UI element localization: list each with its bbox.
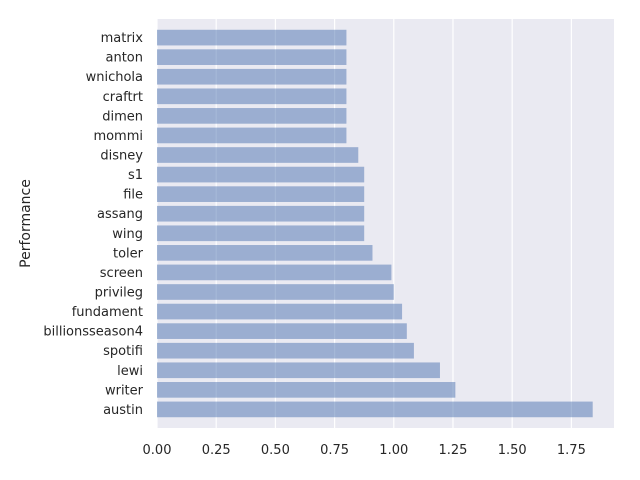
bar-austin [157,401,593,418]
bar-wing [157,225,365,242]
category-label: matrix [101,31,144,46]
x-tick-label: 0.75 [320,443,349,458]
bar-toler [157,245,373,261]
category-label: lewi [117,364,143,379]
category-label: dimen [102,109,143,124]
x-tick-label: 0.50 [261,443,290,458]
bar-matrix [157,29,347,46]
category-label: toler [113,246,144,261]
category-label: wnichola [86,70,143,85]
bar-mommi [157,127,347,144]
category-labels: matrix anton wnichola craftrt dimen mommi disn… [43,31,143,418]
category-label: anton [106,51,144,66]
category-label: fundament [72,305,143,320]
bar-lewi [157,362,440,379]
bar-disney [157,147,359,163]
category-label: disney [100,149,143,164]
category-label: file [123,188,143,203]
category-label: mommi [93,129,143,144]
bar-screen [157,264,392,281]
category-label: austin [103,403,143,418]
x-tick-label: 1.75 [557,443,586,458]
x-tick-label: 1.00 [379,443,408,458]
x-tick-label: 0.25 [202,443,231,458]
bars [157,29,593,418]
bar-privileg [157,284,394,300]
plot-background [157,19,614,428]
bar-billionsseason4 [157,323,407,339]
category-label: writer [105,383,144,398]
bar-spotifi [157,342,414,359]
category-label: spotifi [103,344,143,359]
category-label: assang [97,207,143,222]
bar-dimen [157,108,347,124]
category-label: billionsseason4 [43,325,143,340]
bar-file [157,186,365,202]
category-label: craftrt [103,90,143,105]
bar-assang [157,205,365,222]
grid-lines [156,19,572,428]
bar-wnichola [157,68,347,85]
category-label: s1 [128,168,143,183]
bar-anton [157,49,347,65]
bar-s1 [157,166,365,183]
y-axis-label: Performance [18,179,34,268]
x-tick-label: 0.00 [143,443,172,458]
x-tick-label: 1.50 [498,443,527,458]
x-tick-label: 1.25 [439,443,468,458]
x-tick-labels: 0.00 0.25 0.50 0.75 1.00 1.25 1.50 1.75 [143,443,586,458]
category-label: wing [112,227,143,242]
bar-craftrt [157,88,347,105]
category-label: privileg [95,285,143,300]
bar-fundament [157,303,403,320]
bar-writer [157,382,456,398]
category-label: screen [100,266,143,281]
